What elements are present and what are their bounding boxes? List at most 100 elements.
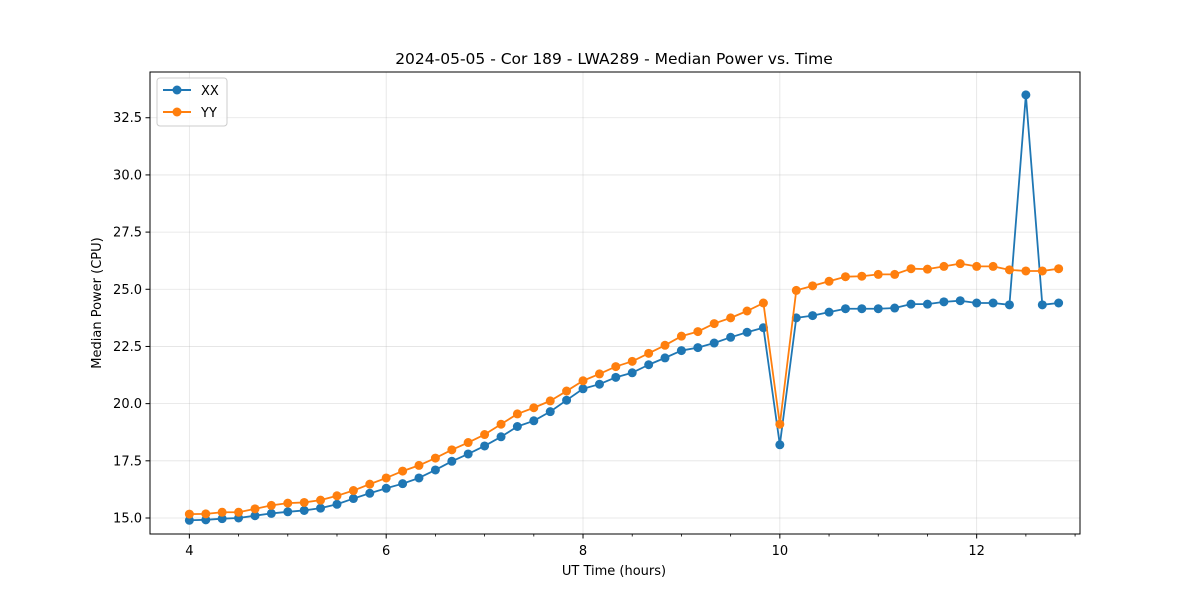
data-point-yy	[972, 261, 982, 271]
data-point-xx	[1004, 300, 1014, 310]
data-point-xx	[250, 511, 260, 521]
data-point-yy	[266, 500, 276, 510]
data-point-xx	[709, 338, 719, 348]
data-point-xx	[890, 303, 900, 313]
data-point-xx	[1021, 90, 1031, 100]
data-point-yy	[775, 419, 785, 429]
x-tick-label: 8	[579, 544, 587, 559]
data-point-xx	[184, 515, 194, 525]
x-axis: 4 6 8 10 12	[185, 534, 1076, 559]
y-axis: 15.0 17.5 20.0 22.5 25.0 27.5 30.0 32.5	[113, 111, 150, 526]
data-point-xx	[348, 494, 358, 504]
data-point-yy	[627, 356, 637, 366]
data-point-xx	[545, 407, 555, 417]
data-point-yy	[398, 466, 408, 476]
legend: XX YY	[156, 77, 228, 127]
data-point-yy	[217, 507, 227, 517]
data-point-yy	[430, 453, 440, 463]
data-point-yy	[234, 507, 244, 517]
legend-label-xx: XX	[201, 84, 219, 99]
data-point-yy	[840, 272, 850, 282]
data-point-xx	[283, 507, 293, 517]
x-tick-label: 4	[185, 544, 193, 559]
legend-entry-yy: YY	[163, 106, 217, 121]
data-point-xx	[644, 360, 654, 370]
data-point-yy	[758, 298, 768, 308]
data-point-xx	[988, 298, 998, 308]
data-point-yy	[414, 460, 424, 470]
data-point-xx	[398, 479, 408, 489]
y-tick-label: 15.0	[113, 511, 142, 526]
data-point-xx	[693, 343, 703, 353]
data-point-yy	[381, 473, 391, 483]
data-point-yy	[1004, 265, 1014, 275]
data-point-yy	[890, 269, 900, 279]
data-point-yy	[496, 419, 506, 429]
y-axis-label: Median Power (CPU)	[90, 237, 105, 368]
data-point-yy	[594, 369, 604, 379]
x-axis-label: UT Time (hours)	[562, 564, 666, 579]
data-point-yy	[250, 504, 260, 514]
data-point-yy	[463, 438, 473, 448]
data-point-xx	[857, 304, 867, 314]
data-point-yy	[824, 276, 834, 286]
data-point-yy	[1021, 266, 1031, 276]
data-point-yy	[480, 430, 490, 440]
data-point-xx	[578, 384, 588, 394]
data-point-yy	[939, 261, 949, 271]
data-point-xx	[512, 422, 522, 431]
legend-entry-xx: XX	[163, 84, 219, 99]
data-point-xx	[594, 379, 604, 389]
data-point-yy	[1054, 264, 1064, 274]
data-point-xx	[447, 456, 457, 466]
data-point-xx	[332, 499, 342, 509]
data-point-yy	[726, 313, 736, 323]
x-tick-label: 12	[968, 544, 985, 559]
legend-label-yy: YY	[200, 106, 217, 121]
data-point-yy	[299, 497, 309, 507]
data-point-yy	[709, 319, 719, 329]
data-point-xx	[808, 311, 818, 321]
data-point-yy	[988, 261, 998, 271]
data-point-xx	[627, 368, 637, 378]
y-tick-label: 17.5	[113, 454, 142, 469]
data-point-yy	[742, 306, 752, 316]
plot-frame	[149, 71, 1081, 535]
data-point-xx	[1054, 298, 1064, 308]
data-point-yy	[676, 331, 686, 341]
series-layer	[184, 90, 1064, 525]
data-point-yy	[955, 259, 965, 269]
data-point-xx	[922, 299, 932, 309]
data-point-xx	[742, 327, 752, 337]
data-point-yy	[512, 409, 522, 419]
data-point-yy	[693, 327, 703, 337]
data-point-xx	[266, 508, 276, 518]
legend-marker-xx	[172, 85, 182, 95]
data-point-yy	[660, 340, 670, 350]
data-point-yy	[562, 386, 572, 396]
data-point-xx	[611, 372, 621, 382]
data-point-yy	[184, 509, 194, 519]
data-point-yy	[791, 285, 801, 295]
y-tick-label: 30.0	[113, 168, 142, 183]
y-tick-label: 25.0	[113, 283, 142, 298]
y-tick-label: 32.5	[113, 111, 142, 126]
data-point-xx	[906, 299, 916, 309]
series-xx	[184, 90, 1064, 525]
data-point-yy	[644, 348, 654, 358]
data-point-xx	[299, 505, 309, 515]
data-point-xx	[430, 465, 440, 475]
data-point-xx	[840, 304, 850, 314]
data-point-xx	[955, 296, 965, 306]
data-point-xx	[217, 514, 227, 524]
series-yy	[184, 259, 1064, 519]
data-point-yy	[578, 376, 588, 386]
data-point-yy	[857, 271, 867, 281]
y-tick-label: 20.0	[113, 397, 142, 412]
legend-marker-yy	[172, 107, 182, 117]
data-point-yy	[348, 486, 358, 496]
data-point-xx	[1037, 300, 1047, 310]
data-point-yy	[365, 479, 375, 489]
data-point-xx	[660, 353, 670, 363]
data-point-xx	[873, 304, 883, 314]
